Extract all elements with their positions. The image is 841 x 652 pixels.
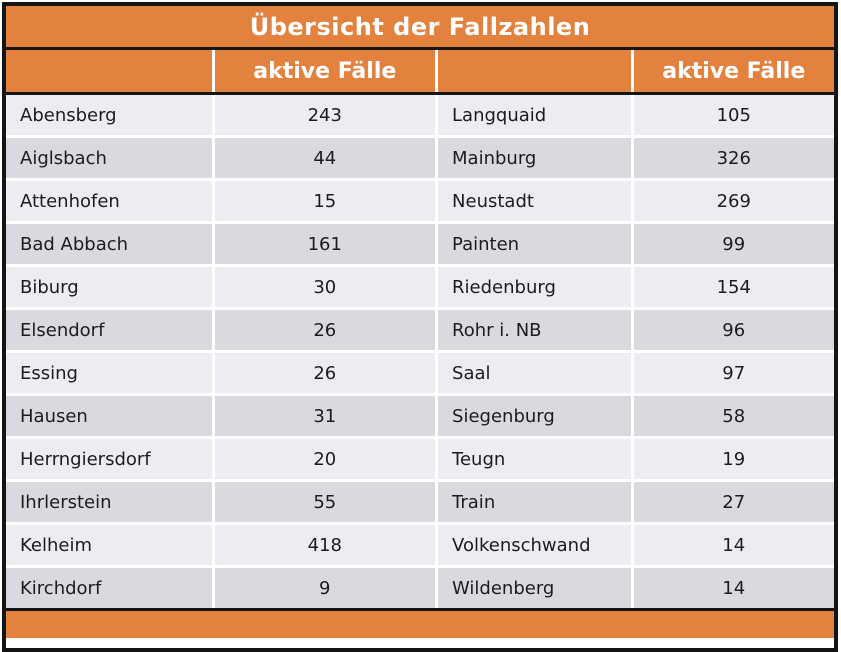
cases-cell: 31 — [214, 396, 436, 436]
municipality-cell: Ihrlerstein — [6, 482, 212, 522]
cases-cell: 154 — [633, 267, 834, 307]
municipality-cell: Abensberg — [6, 95, 212, 135]
cases-cell: 97 — [633, 353, 834, 393]
municipality-cell: Neustadt — [438, 181, 631, 221]
cases-cell: 15 — [214, 181, 436, 221]
municipality-cell: Kirchdorf — [6, 568, 212, 608]
header-cell-active-cases-left: aktive Fälle — [214, 50, 436, 92]
cases-cell: 99 — [633, 224, 834, 264]
cases-cell: 14 — [633, 568, 834, 608]
cases-cell: 96 — [633, 310, 834, 350]
municipality-cell: Train — [438, 482, 631, 522]
municipality-cell: Siegenburg — [438, 396, 631, 436]
municipality-cell: Essing — [6, 353, 212, 393]
cases-cell: 14 — [633, 525, 834, 565]
table-body: Abensberg 243 Langquaid 105 Aiglsbach 44… — [6, 95, 834, 608]
cases-cell: 30 — [214, 267, 436, 307]
table-footer-strip — [6, 608, 834, 638]
municipality-cell: Herrngiersdorf — [6, 439, 212, 479]
header-cell-active-cases-right: aktive Fälle — [633, 50, 834, 92]
cases-cell: 20 — [214, 439, 436, 479]
header-cell-municipality-left — [6, 50, 212, 92]
municipality-cell: Elsendorf — [6, 310, 212, 350]
municipality-cell: Attenhofen — [6, 181, 212, 221]
cases-cell: 55 — [214, 482, 436, 522]
cases-cell: 44 — [214, 138, 436, 178]
cases-cell: 105 — [633, 95, 834, 135]
table-title: Übersicht der Fallzahlen — [249, 12, 591, 41]
cases-cell: 161 — [214, 224, 436, 264]
cases-cell: 26 — [214, 310, 436, 350]
municipality-cell: Teugn — [438, 439, 631, 479]
municipality-cell: Wildenberg — [438, 568, 631, 608]
municipality-cell: Kelheim — [6, 525, 212, 565]
table-title-bar: Übersicht der Fallzahlen — [6, 6, 834, 50]
municipality-cell: Mainburg — [438, 138, 631, 178]
cases-cell: 243 — [214, 95, 436, 135]
municipality-cell: Saal — [438, 353, 631, 393]
table-header-row: aktive Fälle aktive Fälle — [6, 50, 834, 95]
municipality-cell: Hausen — [6, 396, 212, 436]
municipality-cell: Volkenschwand — [438, 525, 631, 565]
cases-cell: 418 — [214, 525, 436, 565]
cases-cell: 26 — [214, 353, 436, 393]
municipality-cell: Langquaid — [438, 95, 631, 135]
municipality-cell: Painten — [438, 224, 631, 264]
cases-cell: 58 — [633, 396, 834, 436]
municipality-cell: Aiglsbach — [6, 138, 212, 178]
header-cell-municipality-right — [438, 50, 631, 92]
cases-cell: 19 — [633, 439, 834, 479]
cases-cell: 9 — [214, 568, 436, 608]
municipality-cell: Riedenburg — [438, 267, 631, 307]
municipality-cell: Rohr i. NB — [438, 310, 631, 350]
cases-cell: 27 — [633, 482, 834, 522]
municipality-cell: Biburg — [6, 267, 212, 307]
municipality-cell: Bad Abbach — [6, 224, 212, 264]
cases-cell: 269 — [633, 181, 834, 221]
cases-cell: 326 — [633, 138, 834, 178]
